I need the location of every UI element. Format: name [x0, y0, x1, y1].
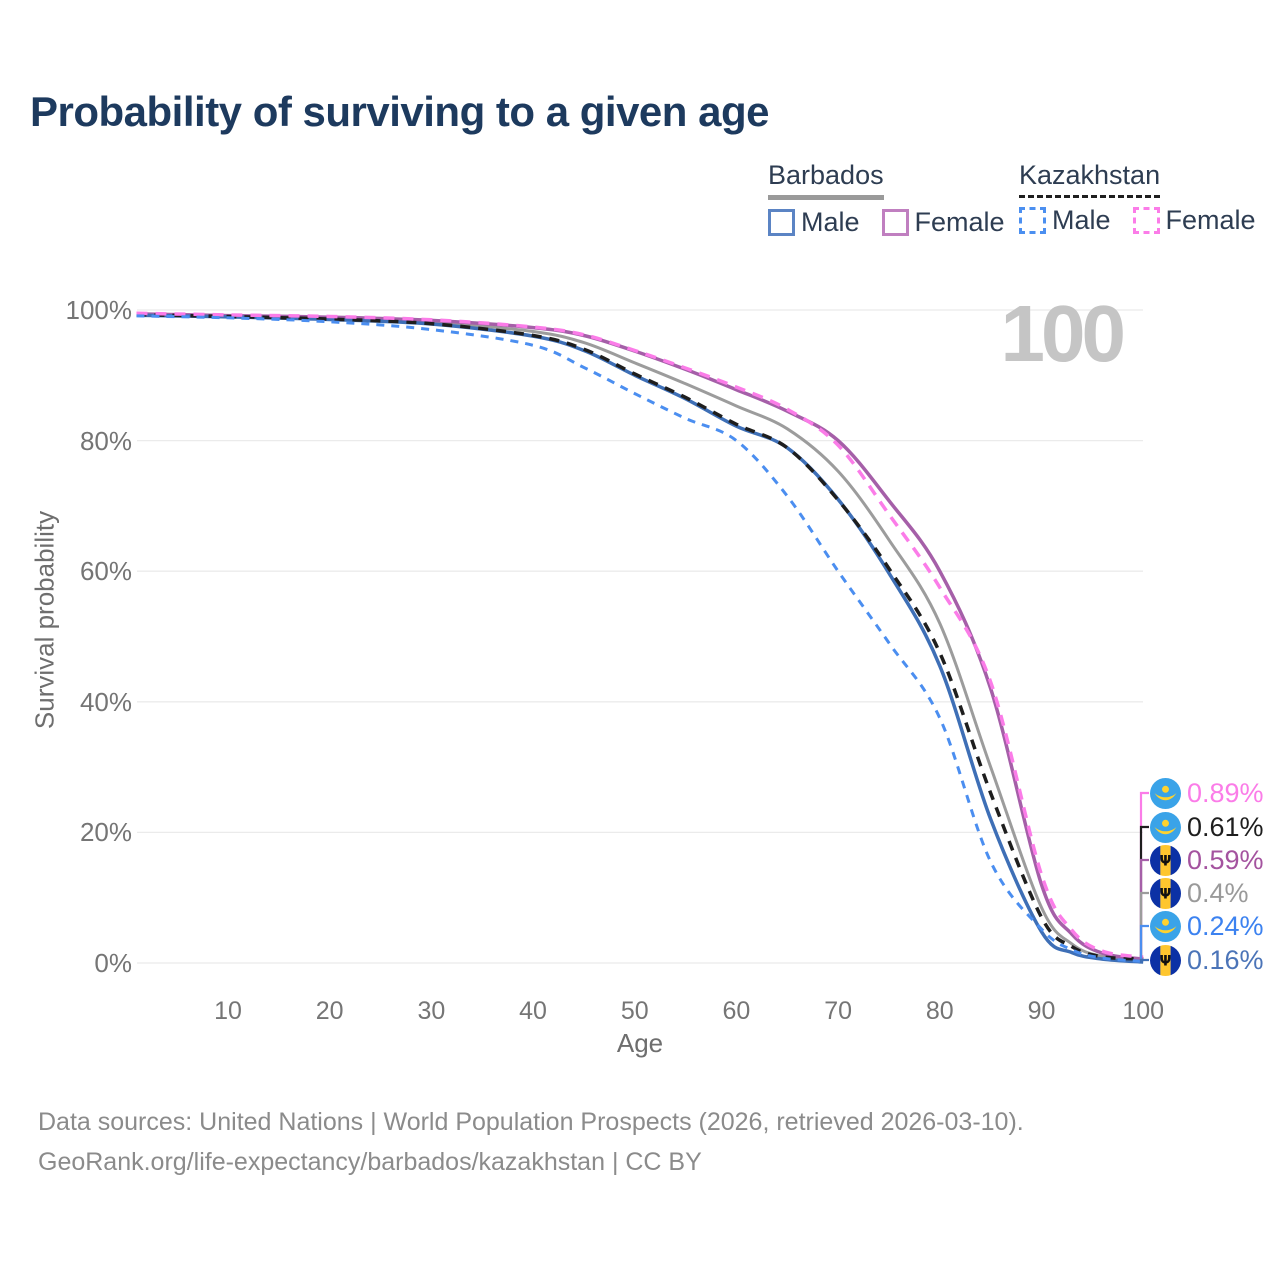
curve-barbados-female: [136, 312, 1144, 961]
legend-item-label: Male: [1052, 204, 1111, 235]
end-label-barbados-female: Ψ 0.59%: [1150, 844, 1264, 876]
y-tick-60: 60%: [79, 556, 132, 587]
y-tick-0: 0%: [94, 948, 132, 978]
kazakhstan-flag-icon: [1150, 910, 1181, 942]
legend-item-kazakhstan-male[interactable]: Male: [1019, 204, 1111, 235]
barbados-flag-icon: Ψ: [1150, 844, 1181, 876]
x-tick-30: 30: [417, 997, 446, 1025]
legend-item-kazakhstan-female[interactable]: Female: [1132, 204, 1256, 235]
curve-kazakhstan-total: [136, 312, 1144, 961]
x-tick-50: 50: [620, 997, 649, 1025]
leader-line-kazakhstan-female: [1139, 791, 1149, 959]
legend-group-barbados: Barbados Male Female: [768, 160, 1005, 237]
svg-text:Ψ: Ψ: [1160, 886, 1172, 902]
x-tick-20: 20: [315, 997, 344, 1025]
end-value-kazakhstan-male: 0.24%: [1187, 910, 1264, 941]
end-label-kazakhstan-female: 0.89%: [1150, 777, 1264, 809]
page-title: Probability of surviving to a given age: [30, 88, 769, 135]
legend-country-barbados[interactable]: Barbados: [768, 160, 884, 200]
end-label-kazakhstan-total: 0.61%: [1150, 811, 1264, 843]
x-tick-40: 40: [519, 997, 547, 1025]
x-tick-70: 70: [824, 997, 853, 1025]
barbados-female-swatch-icon: [881, 208, 909, 236]
y-tick-40: 40%: [79, 686, 132, 717]
kazakhstan-female-swatch-icon: [1132, 206, 1160, 234]
x-axis-title: Age: [616, 1028, 664, 1058]
y-tick-80: 80%: [79, 425, 132, 456]
curve-kazakhstan-male: [136, 314, 1144, 963]
end-value-kazakhstan-total: 0.61%: [1187, 811, 1264, 842]
kazakhstan-flag-icon: [1150, 811, 1181, 843]
x-tick-10: 10: [214, 997, 242, 1025]
end-value-kazakhstan-female: 0.89%: [1187, 777, 1264, 808]
x-tick-60: 60: [722, 997, 751, 1025]
leader-line-barbados-female: [1139, 858, 1149, 961]
barbados-flag-icon: Ψ: [1150, 944, 1181, 976]
curve-kazakhstan-female: [136, 311, 1144, 959]
legend-item-label: Female: [1165, 204, 1256, 235]
age-watermark: 100: [1000, 289, 1126, 378]
x-tick-90: 90: [1027, 997, 1056, 1025]
end-value-barbados-total: 0.4%: [1187, 877, 1249, 908]
y-tick-100: 100%: [65, 295, 133, 325]
end-value-barbados-male: 0.16%: [1187, 944, 1264, 975]
legend-item-barbados-male[interactable]: Male: [768, 206, 860, 237]
barbados-flag-icon: Ψ: [1150, 877, 1181, 909]
attribution-note: GeoRank.org/life-expectancy/barbados/kaz…: [38, 1148, 702, 1176]
curve-barbados-male: [136, 313, 1144, 964]
end-label-barbados-total: Ψ 0.4%: [1150, 877, 1249, 909]
x-tick-80: 80: [925, 997, 954, 1025]
data-sources-note: Data sources: United Nations | World Pop…: [38, 1108, 1024, 1136]
end-label-kazakhstan-male: 0.24%: [1150, 910, 1264, 942]
kazakhstan-flag-icon: [1150, 777, 1181, 809]
legend-item-barbados-female[interactable]: Female: [881, 206, 1005, 237]
legend-country-kazakhstan[interactable]: Kazakhstan: [1019, 160, 1161, 198]
barbados-male-swatch-icon: [768, 208, 795, 236]
legend-group-kazakhstan: Kazakhstan Male Female: [1019, 160, 1256, 235]
x-tick-100: 100: [1122, 997, 1165, 1025]
leader-line-barbados-male: [1139, 958, 1149, 964]
kazakhstan-male-swatch-icon: [1019, 206, 1046, 234]
end-label-barbados-male: Ψ 0.16%: [1150, 944, 1264, 976]
end-value-barbados-female: 0.59%: [1187, 844, 1264, 875]
svg-text:Ψ: Ψ: [1160, 953, 1172, 969]
legend-item-label: Female: [914, 206, 1005, 237]
y-tick-20: 20%: [79, 817, 132, 848]
curve-barbados-total: [136, 313, 1144, 962]
svg-text:Ψ: Ψ: [1160, 853, 1172, 869]
legend-item-label: Male: [801, 206, 860, 237]
